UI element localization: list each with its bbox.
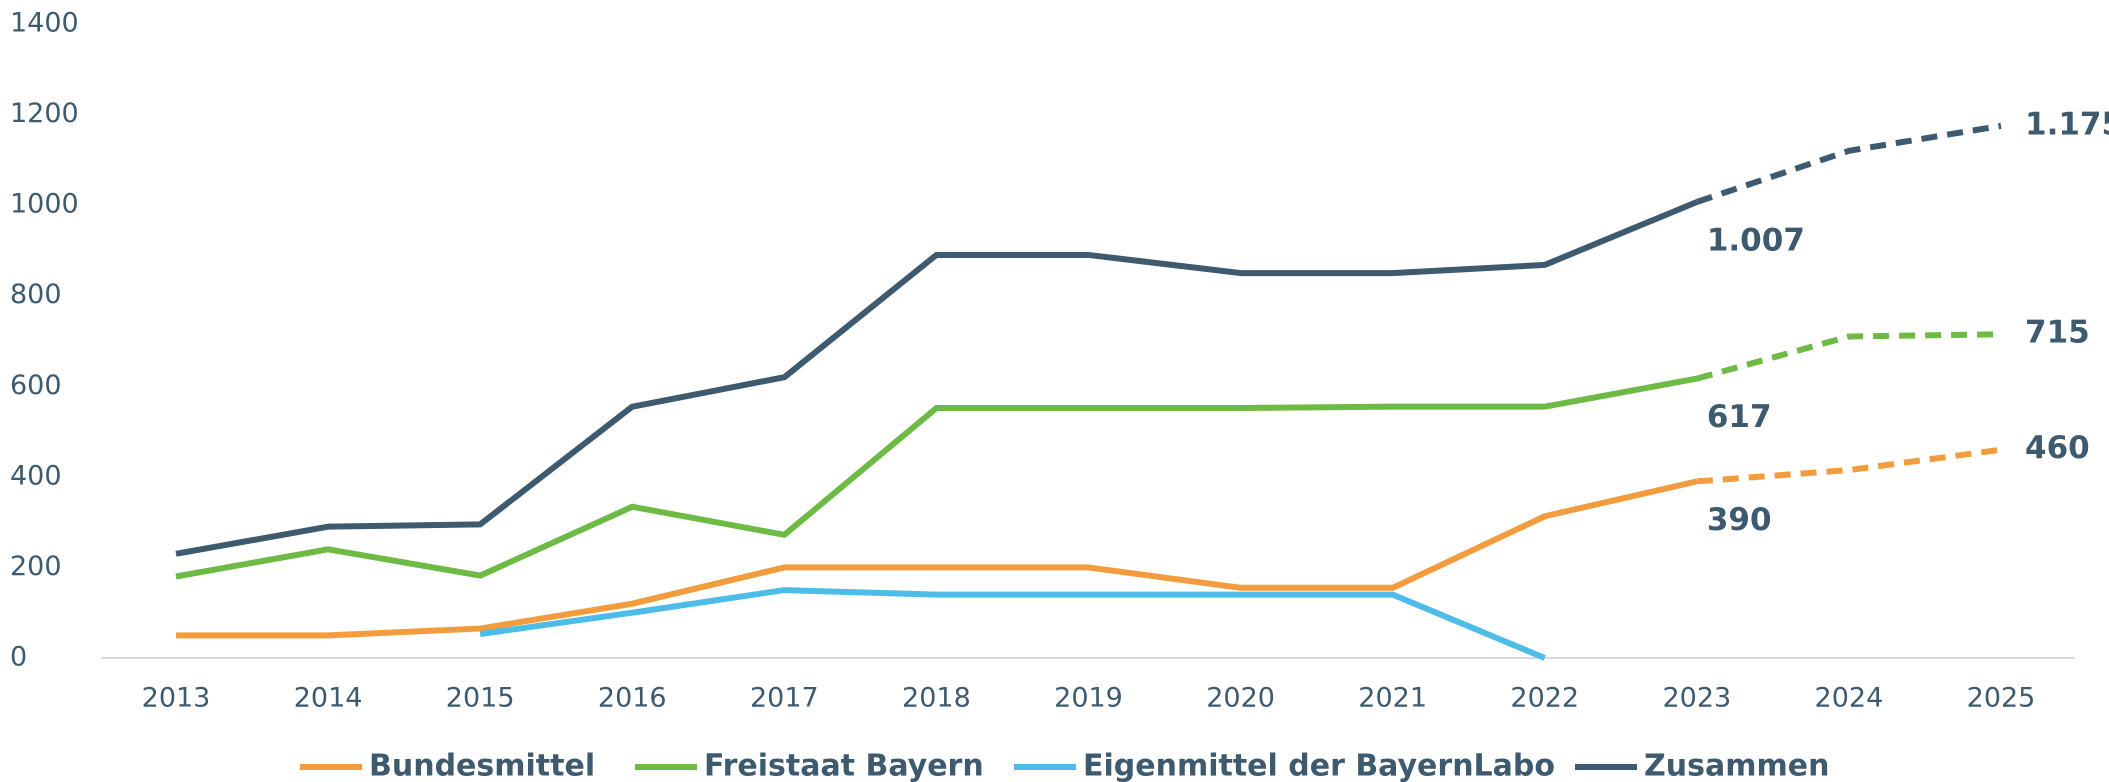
x-tick-label: 2021 [1358,683,1427,714]
x-tick-label: 2015 [446,683,515,714]
series-line [479,587,1546,661]
forecast-line [1696,331,2002,382]
legend-label: Zusammen [1644,749,1829,782]
value-label: 715 [2025,315,2090,351]
forecast-line [1695,122,2002,205]
y-tick-label: 200 [10,551,62,582]
series-line [176,478,1698,639]
legend-label: Eigenmittel der BayernLabo [1083,749,1555,782]
x-tick-label: 2022 [1510,683,1579,714]
value-label: 1.007 [1707,222,1805,258]
x-tick-label: 2024 [1815,683,1884,714]
legend-label: Freistaat Bayern [704,749,984,782]
value-label: 390 [1707,502,1772,538]
series-line [175,375,1698,580]
forecast-line [1696,446,2002,485]
x-tick-label: 2019 [1054,683,1123,714]
value-label: 617 [1707,399,1772,435]
y-tick-label: 600 [10,370,62,401]
x-tick-label: 2023 [1662,683,1731,714]
y-tick-label: 1000 [10,189,79,220]
y-tick-label: 0 [10,642,27,673]
x-tick-label: 2016 [598,683,667,714]
x-tick-label: 2014 [294,683,363,714]
y-tick-label: 400 [10,460,62,491]
y-tick-label: 800 [10,279,62,310]
x-tick-label: 2017 [750,683,819,714]
legend-label: Bundesmittel [369,749,595,782]
y-tick-label: 1200 [10,98,79,129]
value-label: 1.175 [2025,106,2109,142]
y-tick-label: 1400 [10,8,79,39]
x-tick-label: 2020 [1206,683,1275,714]
x-tick-label: 2013 [142,683,211,714]
x-tick-label: 2018 [902,683,971,714]
value-label: 460 [2025,430,2090,466]
x-tick-label: 2025 [1967,683,2036,714]
series-line [175,199,1698,557]
